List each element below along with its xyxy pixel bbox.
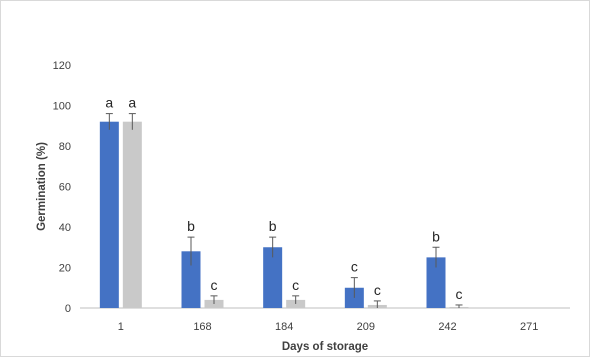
y-tick-label: 0	[65, 303, 71, 315]
x-tick-label: 168	[193, 321, 211, 333]
significance-label: c	[211, 277, 218, 293]
bar	[181, 251, 201, 308]
x-tick-label: 242	[438, 321, 456, 333]
y-tick-label: 80	[59, 141, 71, 153]
significance-label: c	[456, 286, 463, 302]
y-axis-title: Germination (%)	[36, 142, 48, 231]
significance-label: c	[374, 282, 381, 298]
significance-label: b	[432, 228, 440, 244]
x-axis-title: Days of storage	[282, 341, 368, 353]
significance-label: c	[351, 259, 358, 275]
y-tick-label: 120	[53, 60, 71, 72]
bar	[122, 121, 142, 308]
significance-label: c	[292, 277, 299, 293]
y-tick-label: 60	[59, 182, 71, 194]
significance-label: a	[128, 95, 136, 111]
y-axis-ticks: 0 20 40 60 80 100 120	[53, 60, 71, 315]
significance-label: a	[105, 95, 113, 111]
x-tick-label: 1	[118, 321, 124, 333]
bar-series	[99, 121, 469, 308]
x-tick-label: 209	[357, 321, 375, 333]
error-bars	[105, 113, 463, 308]
bar	[99, 121, 119, 308]
bar	[426, 257, 446, 308]
y-tick-label: 100	[53, 101, 71, 113]
y-tick-label: 40	[59, 222, 71, 234]
significance-label: b	[269, 218, 277, 234]
x-tick-label: 184	[275, 321, 293, 333]
bar	[263, 247, 283, 308]
y-tick-label: 20	[59, 263, 71, 275]
x-axis-ticks: 1 168 184 209 242 271	[118, 321, 539, 333]
x-tick-label: 271	[520, 321, 538, 333]
significance-label: b	[187, 218, 195, 234]
